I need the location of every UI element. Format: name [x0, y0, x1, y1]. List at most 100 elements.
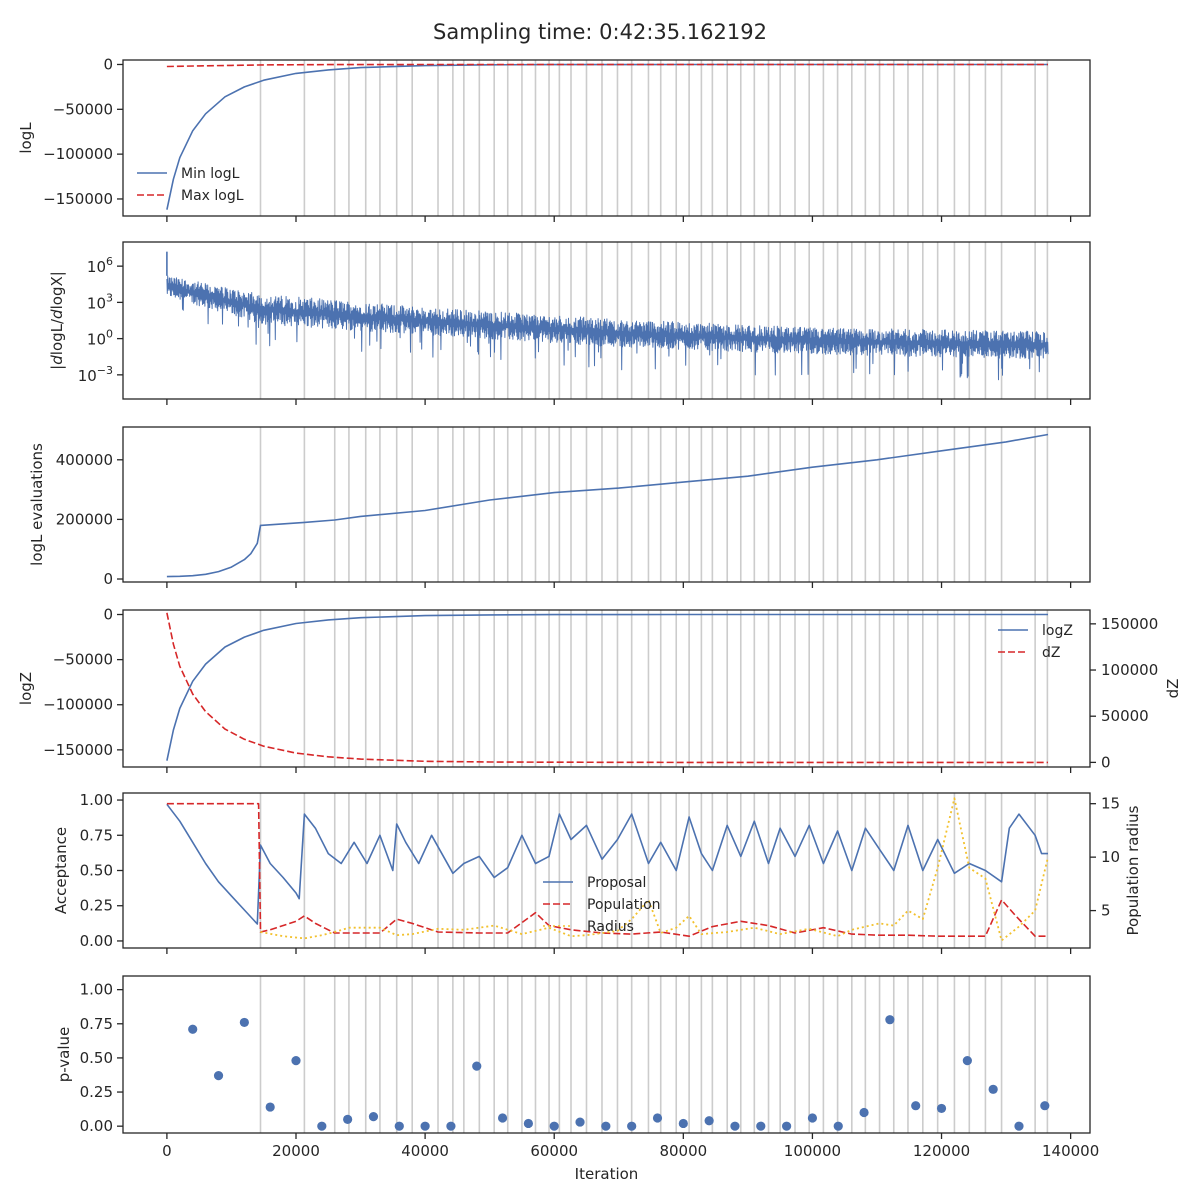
- y-tick-label: 103: [87, 291, 113, 312]
- series-line-radius: [260, 797, 1049, 942]
- x-tick-label: 60000: [530, 1142, 578, 1160]
- pvalue-point: [368, 1112, 379, 1122]
- legend-label: Radius: [587, 919, 634, 935]
- panel-dlogL: 106 103 100 10−3 |dlogL/dlogX|: [48, 241, 1091, 405]
- series-line-logz: [166, 613, 1048, 761]
- y-axis-label: |dlogL/dlogX|: [48, 271, 66, 370]
- pvalue-point: [859, 1107, 869, 1118]
- y-axis-label: logL: [17, 122, 35, 154]
- series-line-max-logl: [166, 63, 1048, 68]
- axes-frame: [122, 975, 1091, 1134]
- y-tick-label: 10−3: [78, 364, 113, 385]
- x-tick-label: 100000: [784, 1142, 841, 1160]
- pvalue-point: [652, 1113, 663, 1123]
- pvalue-point: [833, 1121, 843, 1131]
- y-tick-label: −50000: [53, 651, 113, 669]
- pvalue-point: [756, 1121, 766, 1131]
- plot-area-acceptance: [166, 793, 1049, 948]
- y-axis-label: p-value: [55, 1027, 73, 1083]
- y-tick-label: 0.50: [80, 862, 113, 880]
- x-tick-label: 40000: [401, 1142, 449, 1160]
- pvalue-point: [265, 1102, 275, 1112]
- y-tick-label: 0.25: [80, 1083, 113, 1101]
- pvalue-point: [394, 1121, 404, 1131]
- pvalue-point: [446, 1121, 456, 1131]
- pvalue-point: [343, 1114, 353, 1124]
- pvalue-point: [885, 1015, 895, 1025]
- y2-tick-label: 10: [1101, 848, 1120, 866]
- pvalue-point: [549, 1121, 559, 1131]
- plot-area-dlogL: [166, 242, 1049, 399]
- pvalue-point: [239, 1017, 249, 1028]
- series-line-dz: [166, 612, 1048, 764]
- y-tick-label: 0: [103, 606, 113, 624]
- legend-label: logZ: [1042, 623, 1073, 639]
- legend-label: Population: [587, 897, 661, 913]
- panel-logL: 0 −50000 −100000 −150000 logL Min logL Max log…: [17, 55, 1091, 222]
- y2-tick-label: 15: [1101, 795, 1120, 813]
- series-line-min-logl: [166, 63, 1048, 210]
- pvalue-point: [988, 1084, 998, 1094]
- y-tick-label: 0.00: [80, 932, 113, 950]
- pvalue-point: [936, 1103, 947, 1114]
- pvalue-point: [1040, 1101, 1050, 1111]
- plot-area-logZ: [166, 610, 1049, 767]
- y-tick-label: −50000: [53, 100, 113, 118]
- pvalue-point: [782, 1121, 792, 1131]
- y2-tick-label: 150000: [1101, 615, 1158, 633]
- pvalue-point: [472, 1061, 482, 1071]
- pvalue-point: [317, 1121, 327, 1131]
- plot-area-pvalue: [188, 976, 1050, 1133]
- pvalue-point: [497, 1113, 508, 1123]
- pvalue-point: [291, 1056, 301, 1066]
- y2-axis-label: Population radius: [1124, 805, 1142, 935]
- y-tick-label: 0.50: [80, 1049, 113, 1067]
- y-tick-label: 0.75: [80, 826, 113, 844]
- legend-label: dZ: [1042, 645, 1060, 661]
- y-axis-label: Acceptance: [52, 827, 70, 914]
- y-tick-label: −100000: [43, 145, 113, 163]
- plot-area-logL: [166, 60, 1049, 216]
- panel-pvalue: 0 20000 40000 60000 80000 100000 120000 140000 I…: [55, 975, 1099, 1183]
- y2-tick-label: 0: [1101, 753, 1111, 771]
- legend-label: Proposal: [587, 875, 646, 891]
- legend-label: Min logL: [181, 166, 240, 182]
- y2-axis-label: dZ: [1164, 679, 1182, 699]
- pvalue-point: [704, 1116, 714, 1126]
- axes-frame: [122, 426, 1091, 583]
- dlogl-series-line: [166, 275, 1049, 381]
- y-tick-label: 0.25: [80, 897, 113, 915]
- figure-title: Sampling time: 0:42:35.162192: [433, 20, 767, 44]
- series-line-population: [166, 802, 1048, 937]
- series-line-proposal: [166, 803, 1048, 925]
- y-tick-label: 200000: [56, 510, 113, 528]
- y2-tick-label: 100000: [1101, 661, 1158, 679]
- y-axis-label: logL evaluations: [28, 443, 46, 566]
- pvalue-point: [601, 1121, 611, 1131]
- y-tick-label: 0: [103, 55, 113, 73]
- axes-frame: [122, 241, 1091, 400]
- y2-tick-label: 50000: [1101, 707, 1149, 725]
- pvalue-point: [523, 1118, 533, 1129]
- y-tick-label: 0.00: [80, 1117, 113, 1135]
- y-tick-label: 400000: [56, 451, 113, 469]
- x-tick-label: 80000: [659, 1142, 707, 1160]
- series-line-evaluations: [166, 433, 1049, 578]
- pvalue-point: [627, 1121, 637, 1131]
- pvalue-point: [678, 1118, 688, 1129]
- axes-frame: [122, 59, 1091, 217]
- y-tick-label: −100000: [43, 696, 113, 714]
- pvalue-point: [911, 1101, 921, 1111]
- y-tick-label: 1.00: [80, 981, 113, 999]
- axes-frame: [122, 609, 1091, 768]
- x-tick-label: 140000: [1042, 1142, 1099, 1160]
- x-axis-label: Iteration: [575, 1165, 639, 1183]
- pvalue-point: [575, 1117, 585, 1127]
- x-tick-label: 20000: [272, 1142, 320, 1160]
- x-tick-label: 120000: [913, 1142, 970, 1160]
- plot-area-evaluations: [166, 427, 1049, 582]
- y-tick-label: 100: [87, 328, 113, 349]
